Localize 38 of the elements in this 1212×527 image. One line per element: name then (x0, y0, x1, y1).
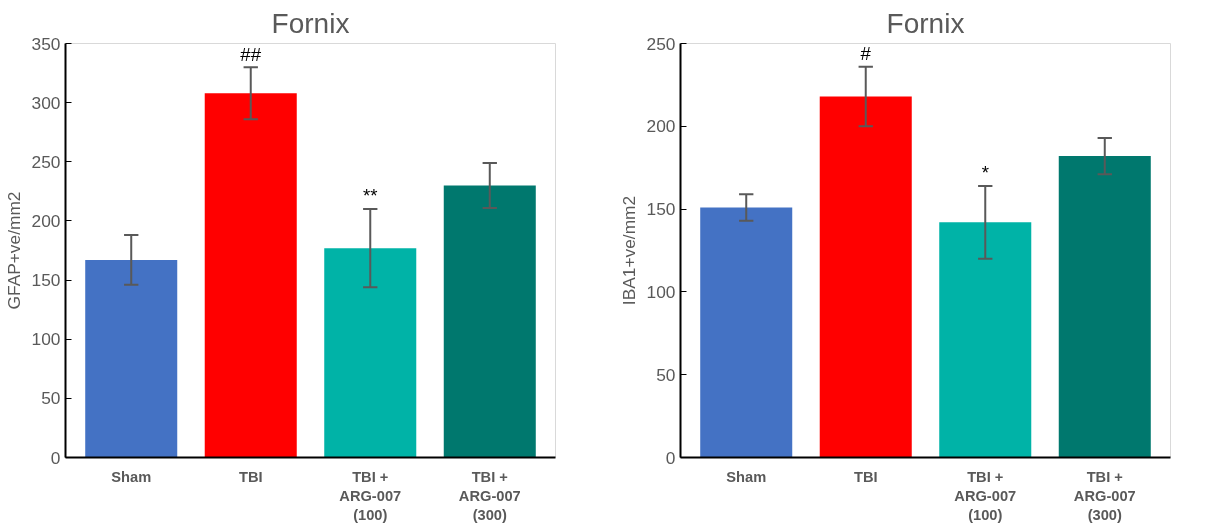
bar (85, 259, 178, 458)
x-tick-label: TBI + ARG-007 (100) (339, 468, 402, 523)
bar (700, 207, 793, 458)
bar (939, 222, 1032, 458)
annotation: # (860, 42, 872, 64)
annotation: * (981, 161, 989, 183)
y-axis-title: GFAP+ve/mm2 (3, 191, 24, 310)
y-tick-label: 150 (646, 199, 676, 220)
bar (443, 185, 536, 458)
y-tick-label: 250 (31, 151, 61, 172)
chart-title: Fornix (271, 7, 350, 39)
x-tick-label: TBI + ARG-007 (100) (954, 468, 1017, 523)
bar (819, 96, 912, 458)
y-tick-label: 200 (31, 210, 61, 231)
y-tick-label: 200 (646, 116, 676, 137)
y-tick-label: 50 (656, 364, 676, 385)
x-tick-label: TBI (238, 468, 263, 485)
x-tick-label: TBI + ARG-007 (300) (1073, 468, 1136, 523)
y-axis-title: IBA1+ve/mm2 (618, 195, 639, 306)
chart-title: Fornix (886, 7, 965, 39)
bar (204, 93, 297, 458)
y-tick-label: 0 (50, 447, 61, 468)
y-tick-label: 100 (646, 281, 676, 302)
x-tick-label: Sham (726, 468, 767, 485)
y-tick-label: 300 (31, 92, 61, 113)
bar (1058, 156, 1151, 458)
y-tick-label: 100 (31, 329, 61, 350)
y-tick-label: 250 (646, 33, 676, 54)
y-tick-label: 0 (665, 447, 676, 468)
x-tick-label: Sham (111, 468, 152, 485)
annotation: ** (363, 185, 378, 207)
annotation: ## (240, 44, 262, 66)
x-tick-label: TBI + ARG-007 (300) (458, 468, 521, 523)
y-tick-label: 150 (31, 270, 61, 291)
y-tick-label: 350 (31, 33, 61, 54)
y-tick-label: 50 (41, 388, 61, 409)
x-tick-label: TBI (853, 468, 878, 485)
bar (324, 248, 417, 458)
